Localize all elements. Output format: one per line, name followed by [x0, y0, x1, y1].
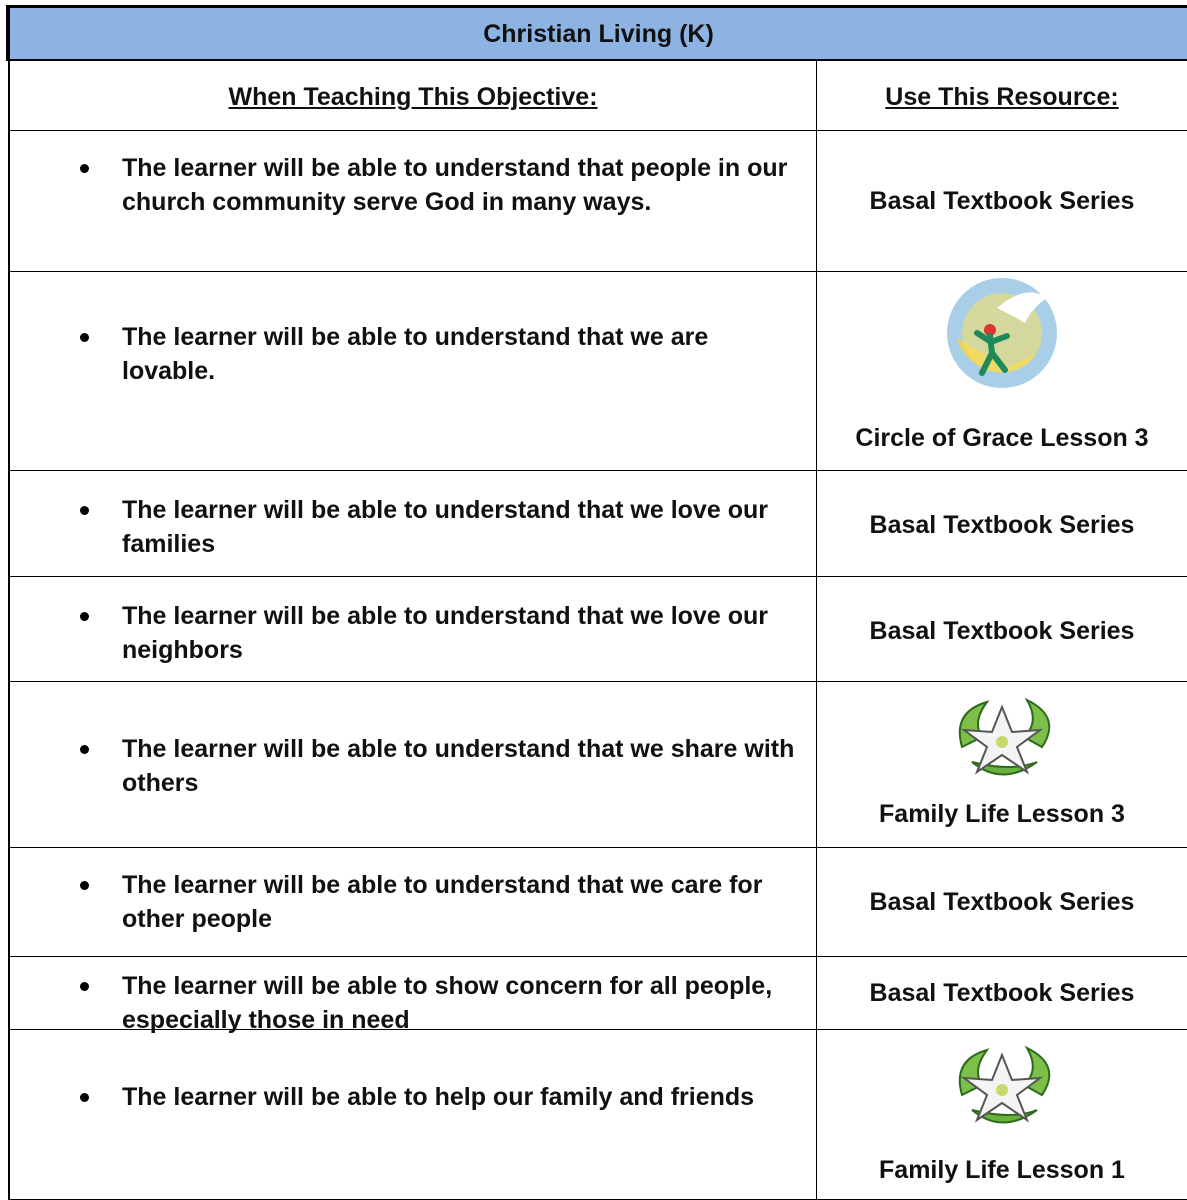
- resource: Family Life Lesson 3: [879, 800, 1125, 828]
- resource: Basal Textbook Series: [869, 979, 1135, 1007]
- objective: The learner will be able to show concern…: [80, 969, 802, 1037]
- objective-cell: The learner will be able to understand t…: [8, 682, 817, 848]
- column-header-cell: Use This Resource:: [817, 61, 1187, 131]
- objective: The learner will be able to understand t…: [80, 151, 802, 219]
- resource: Basal Textbook Series: [869, 617, 1135, 645]
- column-header: When Teaching This Objective:: [228, 83, 598, 111]
- objective-cell: The learner will be able to understand t…: [8, 131, 817, 272]
- resource-cell: Basal Textbook Series: [817, 471, 1187, 577]
- table-title: Christian Living (K): [6, 5, 1187, 61]
- resource-cell: Basal Textbook Series: [817, 577, 1187, 682]
- lily-icon: [958, 697, 1051, 776]
- objective: The learner will be able to help our fam…: [80, 1080, 802, 1114]
- resource-cell: Basal Textbook Series: [817, 848, 1187, 957]
- resource-cell: Family Life Lesson 1: [817, 1030, 1187, 1200]
- resource: Basal Textbook Series: [869, 511, 1135, 539]
- resource-cell: Circle of Grace Lesson 3: [817, 272, 1187, 471]
- resource-cell: Family Life Lesson 3: [817, 682, 1187, 848]
- objective: The learner will be able to understand t…: [80, 732, 802, 800]
- resource-cell: Basal Textbook Series: [817, 131, 1187, 272]
- resource: Basal Textbook Series: [869, 187, 1135, 215]
- objective-cell: The learner will be able to help our fam…: [8, 1030, 817, 1200]
- column-header-cell: When Teaching This Objective:: [8, 61, 817, 131]
- objective-cell: The learner will be able to understand t…: [8, 577, 817, 682]
- objective-cell: The learner will be able to understand t…: [8, 272, 817, 471]
- objective: The learner will be able to understand t…: [80, 320, 802, 388]
- resource-cell: Basal Textbook Series: [817, 957, 1187, 1030]
- circle-of-grace-logo: [947, 278, 1057, 388]
- objective: The learner will be able to understand t…: [80, 493, 802, 561]
- resource: Family Life Lesson 1: [879, 1156, 1125, 1184]
- objective-cell: The learner will be able to understand t…: [8, 471, 817, 577]
- lily-icon: [958, 1045, 1051, 1124]
- objective-cell: The learner will be able to show concern…: [8, 957, 817, 1034]
- resource: Circle of Grace Lesson 3: [855, 424, 1149, 452]
- objective: The learner will be able to understand t…: [80, 868, 802, 936]
- resource: Basal Textbook Series: [869, 888, 1135, 916]
- objective: The learner will be able to understand t…: [80, 599, 802, 667]
- objective-cell: The learner will be able to understand t…: [8, 848, 817, 957]
- column-header: Use This Resource:: [885, 83, 1119, 111]
